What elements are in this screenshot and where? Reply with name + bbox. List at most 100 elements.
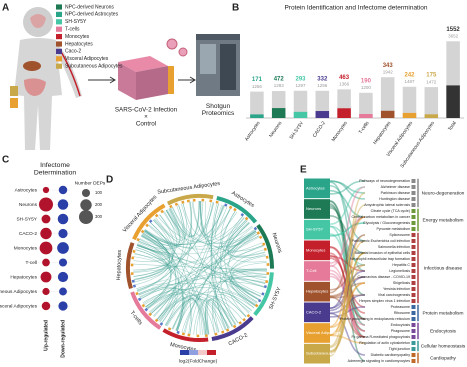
segment-arc [130, 291, 162, 330]
fold-change-tick [145, 223, 149, 228]
pathway-label: Tight junction [389, 347, 410, 351]
link [329, 184, 366, 242]
dep-bar [271, 108, 286, 118]
colorbar-cell [198, 350, 207, 355]
chord [139, 288, 215, 334]
pathway-label: Alzheimer disease [381, 185, 410, 189]
link [329, 276, 366, 312]
colorbar-cell [189, 350, 198, 355]
chord [144, 205, 225, 245]
chord [165, 298, 203, 335]
row-label: Neurons [19, 202, 38, 208]
legend-bubble [80, 199, 92, 211]
category-label: Endocytosis [430, 328, 456, 334]
value-label: 1366 [339, 82, 350, 87]
fold-change-tick [256, 231, 261, 235]
link [329, 186, 366, 226]
fold-change-tick [263, 247, 267, 251]
chord [133, 217, 174, 280]
link [329, 269, 366, 332]
chord [133, 232, 170, 271]
value-label: 1296 [317, 83, 328, 88]
pathway-label: Spliceosome [389, 233, 410, 237]
value-label: 332 [317, 76, 328, 82]
chord [171, 245, 264, 329]
chord [134, 252, 183, 331]
chord [153, 214, 179, 243]
link [329, 225, 366, 332]
legend-swatch [56, 11, 62, 17]
chord [158, 296, 186, 331]
chord [224, 217, 256, 306]
link [329, 222, 366, 237]
pathway-label: Protein processing in endoplasmic reticu… [340, 317, 410, 321]
chord [139, 205, 184, 249]
link [329, 255, 366, 272]
chord [226, 221, 257, 249]
chord [182, 203, 225, 237]
pathway-label: Huntington disease [379, 197, 410, 201]
legend-swatch [56, 56, 62, 62]
cell-label: Neurons [306, 206, 321, 211]
chord [205, 299, 230, 335]
colorbar-cell [207, 350, 216, 355]
fold-change-tick [221, 330, 225, 334]
down-bubble [57, 199, 69, 210]
chord [140, 204, 185, 300]
pathway-marker [411, 185, 416, 189]
legend-label: T-cells [65, 27, 80, 33]
dep-bar [402, 112, 417, 118]
cell-box [304, 199, 330, 219]
chord [228, 226, 263, 253]
chord [136, 283, 177, 324]
x-tick-label: SH-SY5Y [288, 120, 305, 141]
chord [230, 249, 265, 300]
chord [149, 293, 185, 331]
pathway-marker [411, 179, 416, 183]
chord [199, 200, 231, 237]
panel-label: E [300, 165, 307, 176]
chord [227, 219, 267, 263]
chord [165, 297, 224, 331]
identified-bar [293, 90, 308, 118]
segment-label: Monocytes [169, 342, 197, 353]
pathway-label: Glycolysis / Gluconeogenesis [363, 221, 410, 225]
method-label: Shotgun Proteomics [202, 103, 235, 117]
chord [143, 270, 267, 306]
chord [137, 222, 173, 292]
chord [135, 249, 207, 335]
chord [211, 203, 236, 326]
link [329, 189, 366, 218]
link [329, 234, 366, 310]
x-tick-label: Astrocytes [244, 120, 262, 142]
cell-label: Subcutaneous Adipocytes [306, 351, 352, 356]
cell-plates [88, 38, 188, 100]
chord [148, 225, 209, 335]
cell-box [304, 219, 330, 240]
legend-label: Caco-2 [65, 49, 81, 55]
up-bubble [42, 287, 50, 296]
chord [141, 233, 172, 252]
fold-change-tick [263, 285, 267, 289]
pathway-label: Neutrophil extracellular trap formation [350, 257, 410, 261]
link [329, 294, 366, 299]
chord [141, 234, 177, 322]
pathway-marker [411, 197, 416, 201]
fold-change-tick [181, 332, 185, 336]
chord [135, 219, 174, 286]
value-label: 1283 [274, 83, 285, 88]
legend-label: Subcutaneous Adipocytes [65, 64, 123, 70]
fold-change-tick [240, 212, 245, 217]
cell-label: SH-SY5Y [306, 227, 323, 232]
pathway-label: Parkinson disease [381, 191, 410, 195]
link [329, 192, 366, 357]
legend-size-label: 100 [95, 190, 103, 195]
link [329, 205, 366, 320]
fold-change-tick [159, 322, 164, 326]
panel-label: D [106, 175, 113, 186]
value-label: 1256 [252, 84, 263, 89]
legend-label: NPC-derived Neurons [65, 4, 114, 10]
chord [225, 233, 258, 317]
chord [136, 245, 261, 297]
chord [228, 230, 260, 300]
